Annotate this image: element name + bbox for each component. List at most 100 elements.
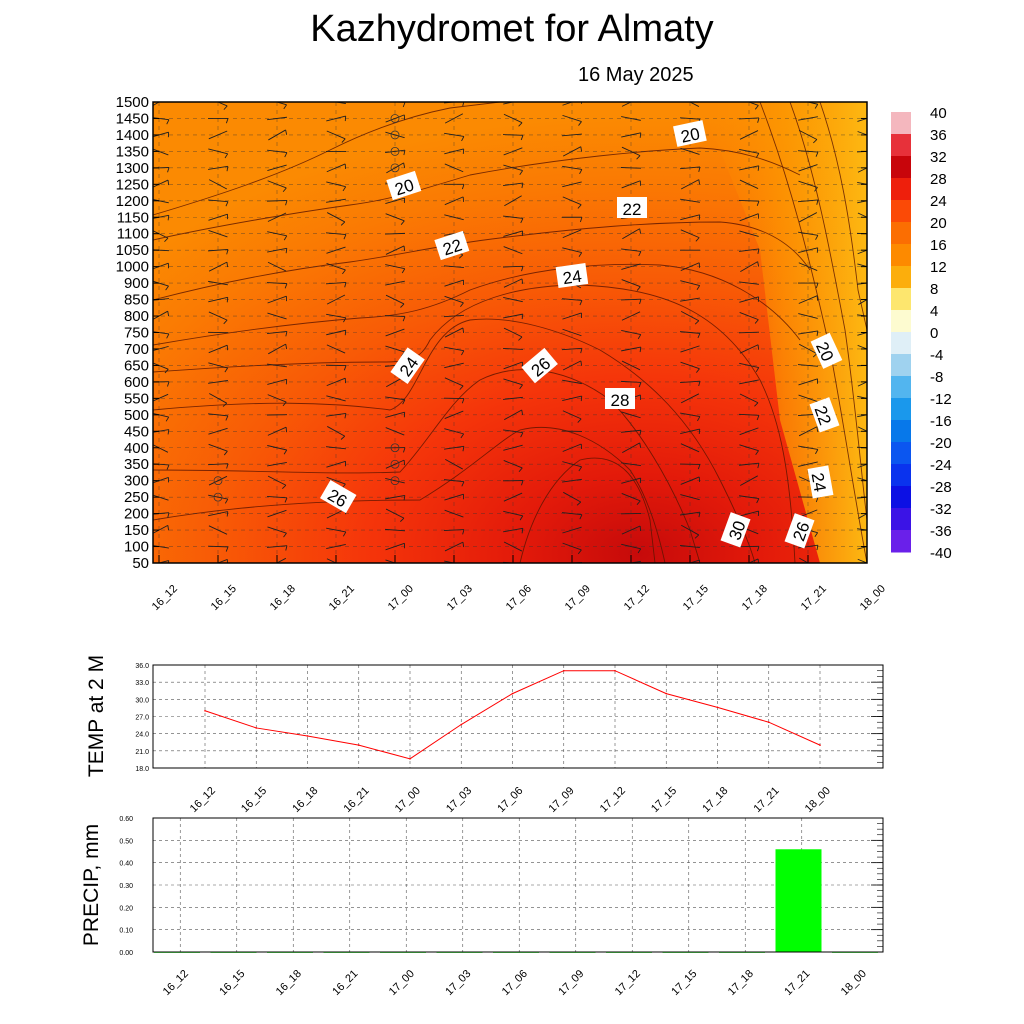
- wind-barb-flag: [521, 278, 524, 284]
- temperature-point: [716, 706, 719, 709]
- precipitation-y-label: PRECIP, mm: [80, 824, 103, 946]
- wind-barb-flag: [402, 566, 405, 570]
- wind-barb-flag: [344, 413, 347, 419]
- wind-barb-flag: [519, 515, 524, 521]
- wind-barb: [326, 476, 346, 485]
- calm-wind-marker: [390, 476, 400, 486]
- contour-label: 24: [555, 263, 589, 288]
- wind-barb: [503, 313, 523, 319]
- heatmap-y-tick-label: 400: [124, 440, 149, 457]
- wind-barb-flag: [521, 266, 524, 272]
- wind-barb-flag: [639, 430, 642, 436]
- wind-barb-flag: [340, 435, 346, 440]
- wind-barb-flag: [401, 268, 406, 274]
- temperature-y-tick-label: 33.0: [135, 680, 149, 687]
- heatmap-y-tick-label: 1150: [117, 209, 149, 226]
- wind-barb: [444, 163, 464, 173]
- precipitation-panel: 0.600.500.400.300.200.100.00 16_12 16_15 1…: [80, 816, 884, 998]
- wind-barb: [444, 493, 464, 501]
- heatmap-y-tick-label: 850: [124, 292, 149, 309]
- heatmap-y-tick-label: 450: [124, 423, 149, 440]
- wind-barb: [798, 164, 818, 172]
- wind-barb: [267, 295, 287, 304]
- wind-barb-flag: [875, 317, 877, 321]
- wind-barb: [680, 297, 700, 302]
- wind-barb: [503, 230, 523, 237]
- wind-barb: [208, 130, 228, 140]
- wind-barb-flag: [580, 396, 583, 402]
- wind-barb-flag: [639, 346, 642, 353]
- wind-barb-flag: [166, 464, 170, 470]
- wind-barb: [857, 344, 867, 350]
- wind-barb: [857, 263, 867, 268]
- wind-barb: [444, 560, 457, 563]
- wind-barb: [739, 427, 759, 436]
- wind-barb-flag: [462, 446, 465, 452]
- wind-barb: [267, 445, 287, 451]
- wind-barb: [562, 114, 582, 122]
- wind-barb: [857, 249, 867, 255]
- wind-barb: [680, 214, 700, 221]
- wind-barb-flag: [696, 368, 700, 373]
- wind-barb: [385, 411, 405, 418]
- colorbar-swatch: [891, 310, 911, 333]
- wind-barb: [798, 231, 818, 236]
- wind-barb-flag: [167, 180, 170, 186]
- wind-barb: [385, 427, 405, 436]
- wind-barb: [267, 426, 287, 436]
- wind-barb: [562, 181, 582, 188]
- wind-barb: [738, 331, 760, 334]
- wind-barb-flag: [520, 218, 524, 224]
- colorbar-label: 4: [930, 303, 938, 320]
- precipitation-y-tick-label: 0.60: [119, 816, 133, 823]
- wind-barb-flag: [577, 204, 582, 209]
- wind-barb: [208, 213, 228, 221]
- wind-barb: [562, 328, 582, 337]
- wind-barb-flag: [639, 299, 642, 305]
- wind-barb-flag: [226, 297, 229, 303]
- wind-barb-flag: [224, 367, 229, 373]
- wind-barb-flag: [460, 433, 465, 439]
- contour-label-box: [784, 513, 815, 549]
- wind-barb-flag: [754, 402, 759, 407]
- wind-barb: [798, 262, 818, 271]
- wind-barb: [444, 377, 464, 387]
- wind-barb: [798, 330, 818, 335]
- contour-label-box: [673, 120, 707, 147]
- wind-barb: [621, 180, 641, 189]
- wind-barb: [326, 412, 346, 417]
- colorbar-swatch: [891, 508, 911, 531]
- wind-barb: [385, 559, 397, 563]
- temperature-point: [614, 669, 616, 672]
- wind-barb: [444, 346, 464, 352]
- temperature-y-axis: 36.0 33.0 30.0 27.0 24.0 21.0 18.0: [135, 663, 883, 773]
- wind-barb-flag: [698, 428, 701, 435]
- wind-barb-flag: [284, 152, 288, 158]
- wind-barb: [562, 312, 582, 320]
- heatmap-x-tick-label: 17_06: [504, 583, 534, 613]
- precipitation-x-tick-label: 16_15: [217, 968, 247, 998]
- wind-barb: [208, 443, 228, 452]
- wind-barb: [561, 133, 583, 137]
- wind-barb: [747, 558, 759, 563]
- wind-barb: [385, 459, 405, 469]
- wind-barb: [385, 114, 405, 123]
- wind-barb: [444, 132, 464, 137]
- colorbar-swatch: [891, 156, 911, 179]
- colorbar-label: 16: [930, 237, 947, 254]
- wind-barb-flag: [343, 365, 347, 371]
- wind-barb: [857, 200, 867, 204]
- wind-barb: [385, 345, 405, 353]
- wind-barb-flag: [461, 481, 465, 487]
- wind-barb-flag: [637, 548, 642, 554]
- wind-barb-flag: [876, 163, 877, 168]
- wind-barb-flag: [873, 138, 876, 142]
- wind-barb: [622, 442, 640, 453]
- wind-barb-flag: [639, 132, 642, 138]
- wind-barb-flag: [872, 436, 876, 440]
- temperature-x-tick-label: 17_15: [649, 785, 679, 815]
- contour-label-box: [605, 388, 635, 409]
- heatmap-x-tick-label: 16_12: [150, 583, 180, 613]
- temperature-point: [357, 744, 360, 746]
- wind-barb: [798, 247, 818, 254]
